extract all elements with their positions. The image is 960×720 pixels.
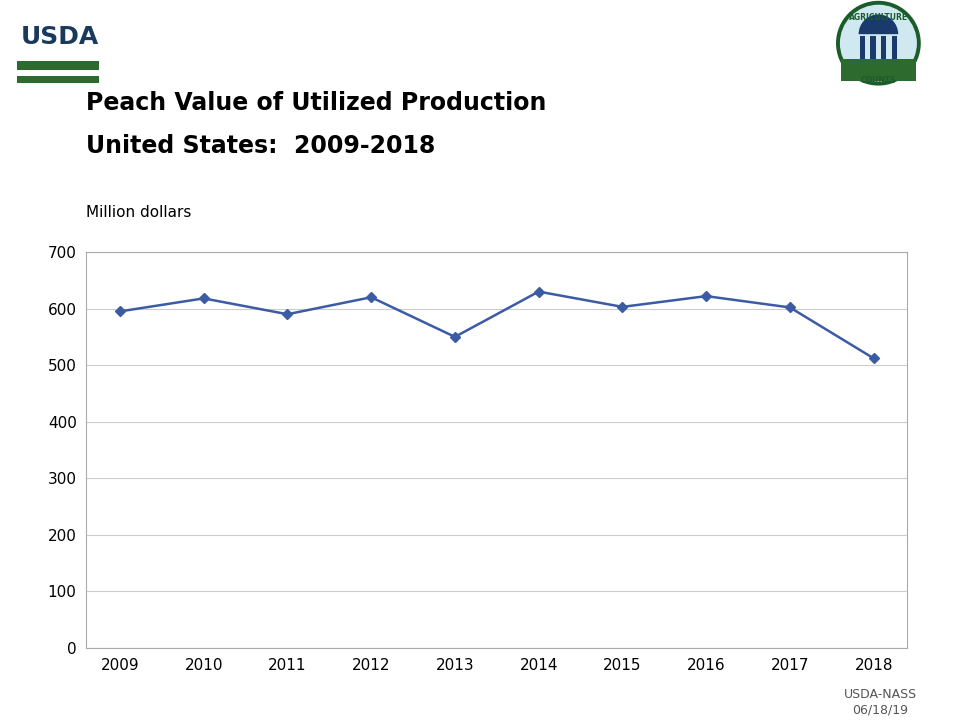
Bar xyxy=(841,59,916,81)
Text: USDA-NASS
06/18/19: USDA-NASS 06/18/19 xyxy=(844,688,917,716)
Circle shape xyxy=(841,6,916,81)
Text: AGRICULTURE: AGRICULTURE xyxy=(849,14,908,22)
Text: Million dollars: Million dollars xyxy=(86,204,192,220)
Text: Peach Value of Utilized Production: Peach Value of Utilized Production xyxy=(86,91,547,115)
Bar xyxy=(892,36,897,61)
Bar xyxy=(881,36,886,61)
Wedge shape xyxy=(858,14,899,34)
Bar xyxy=(860,36,865,61)
Text: United States:  2009-2018: United States: 2009-2018 xyxy=(86,135,436,158)
Bar xyxy=(871,36,876,61)
Text: USDA: USDA xyxy=(21,25,100,49)
Text: COUNTS: COUNTS xyxy=(860,76,897,85)
